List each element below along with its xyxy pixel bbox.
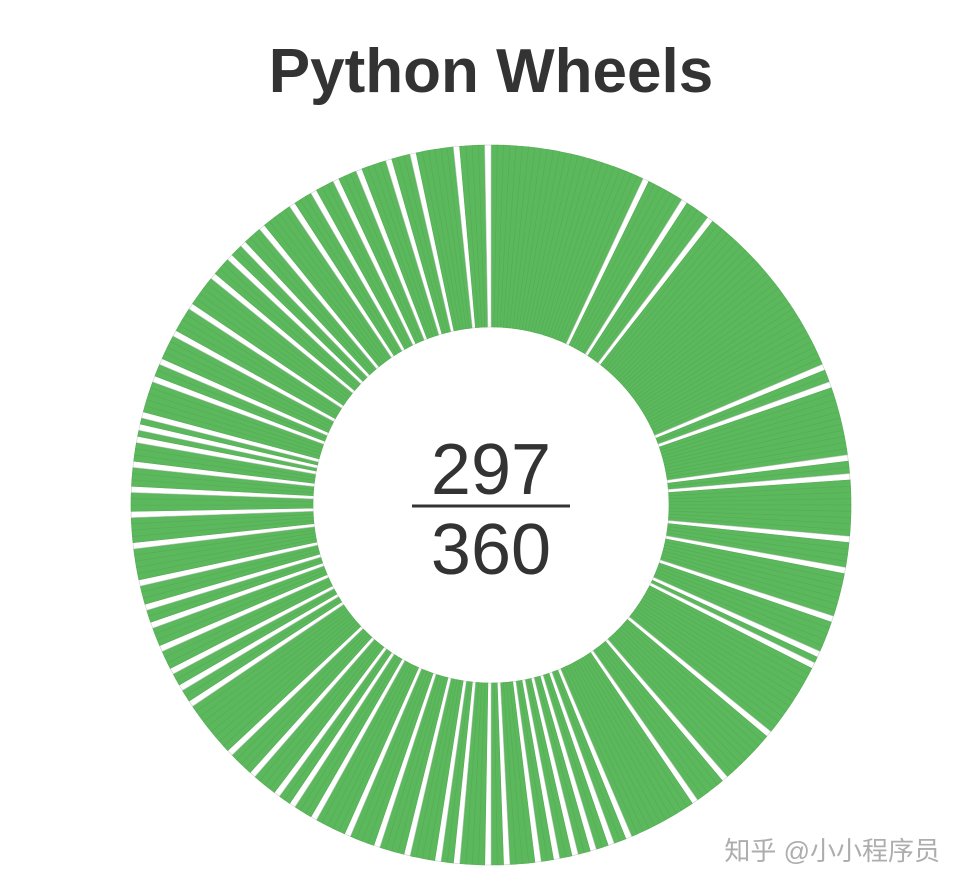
missing-segment [484, 144, 492, 328]
donut-ring [130, 144, 852, 866]
chart-title: Python Wheels [269, 37, 713, 106]
watermark: 知乎 @小小程序员 [724, 836, 940, 866]
denominator: 360 [431, 510, 551, 590]
numerator: 297 [431, 430, 551, 510]
